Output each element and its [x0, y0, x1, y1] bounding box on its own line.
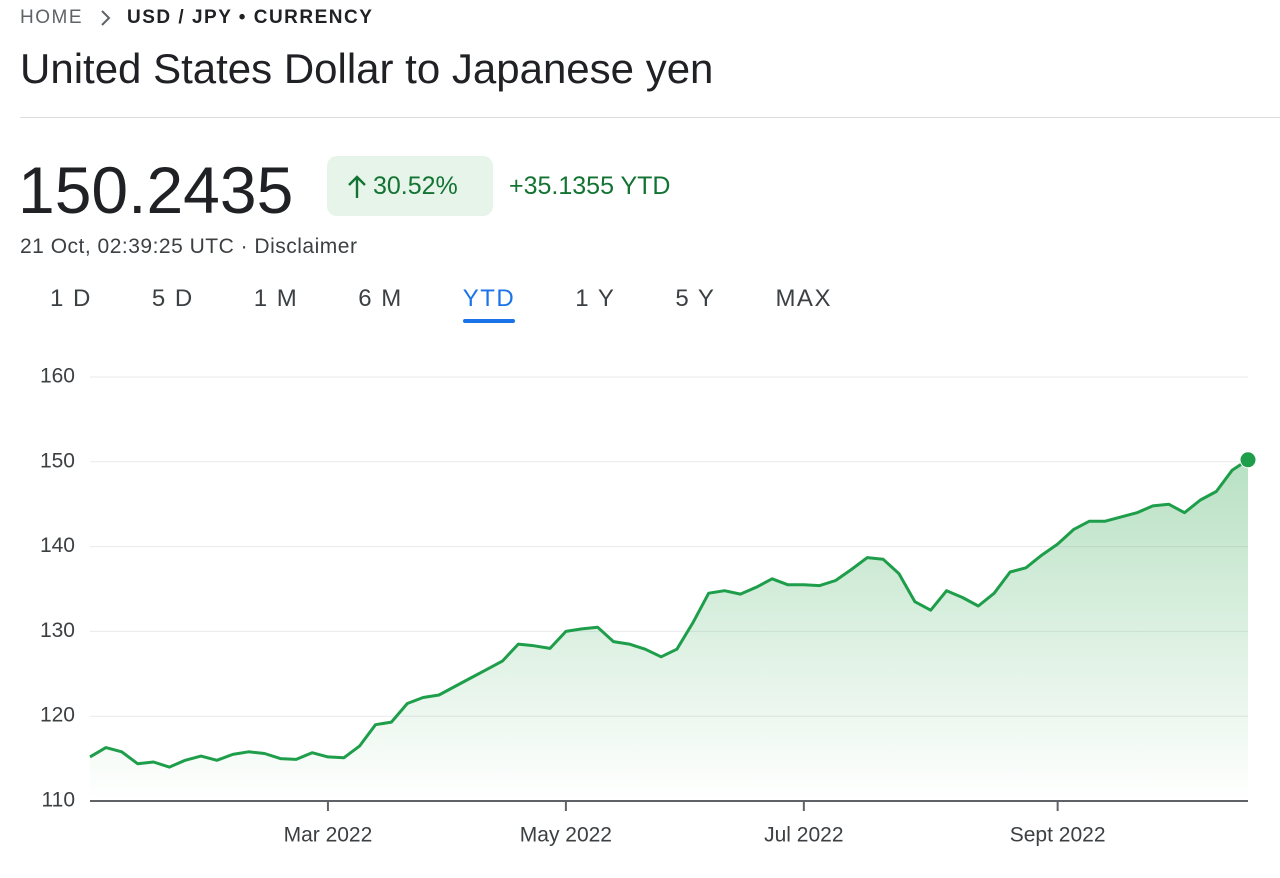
range-tab[interactable]: 5 Y: [675, 285, 716, 312]
range-tab[interactable]: MAX: [775, 285, 832, 312]
y-tick-label: 150: [40, 449, 75, 472]
y-tick-label: 130: [40, 619, 75, 642]
breadcrumb-current: USD / JPY • CURRENCY: [127, 7, 374, 28]
y-tick-label: 160: [40, 365, 75, 388]
y-tick-label: 120: [40, 704, 75, 727]
range-tab[interactable]: 1 M: [253, 285, 299, 312]
page-title: United States Dollar to Japanese yen: [20, 45, 714, 92]
end-marker: [1239, 451, 1257, 469]
change-badge: [327, 156, 493, 216]
range-tab[interactable]: 5 D: [151, 285, 194, 312]
chevron-icon: [101, 10, 111, 26]
line: [89, 458, 1249, 769]
timestamp: 21 Oct, 02:39:25 UTC · Disclaimer: [20, 235, 358, 258]
range-tab[interactable]: 1 D: [50, 285, 92, 312]
divider: [20, 117, 1280, 118]
y-tick-label: 140: [40, 534, 75, 557]
breadcrumb-home[interactable]: HOME: [20, 7, 83, 28]
range-tab[interactable]: 6 M: [358, 285, 403, 312]
change-percent: 30.52%: [373, 172, 458, 200]
y-tick-label: 110: [42, 789, 75, 812]
x-tick-label: Sept 2022: [1010, 824, 1106, 847]
area: [90, 459, 1248, 801]
price: 150.2435: [18, 153, 294, 227]
x-tick-label: Jul 2022: [764, 824, 843, 847]
range-tab[interactable]: 1 Y: [575, 285, 616, 312]
x-tick-label: May 2022: [520, 824, 612, 847]
range-tabs: 1 D 5 D 1 M 6 M YTD 1 Y 5 Y MAX: [50, 285, 832, 323]
chart: 110 120 130 140 150 160 Mar 2022 May 2022 Jul 20…: [40, 365, 1257, 847]
change-absolute: +35.1355 YTD: [509, 172, 671, 200]
range-tab[interactable]: YTD: [462, 285, 516, 323]
x-tick-label: Mar 2022: [284, 824, 373, 847]
up-arrow-icon: [348, 175, 366, 198]
